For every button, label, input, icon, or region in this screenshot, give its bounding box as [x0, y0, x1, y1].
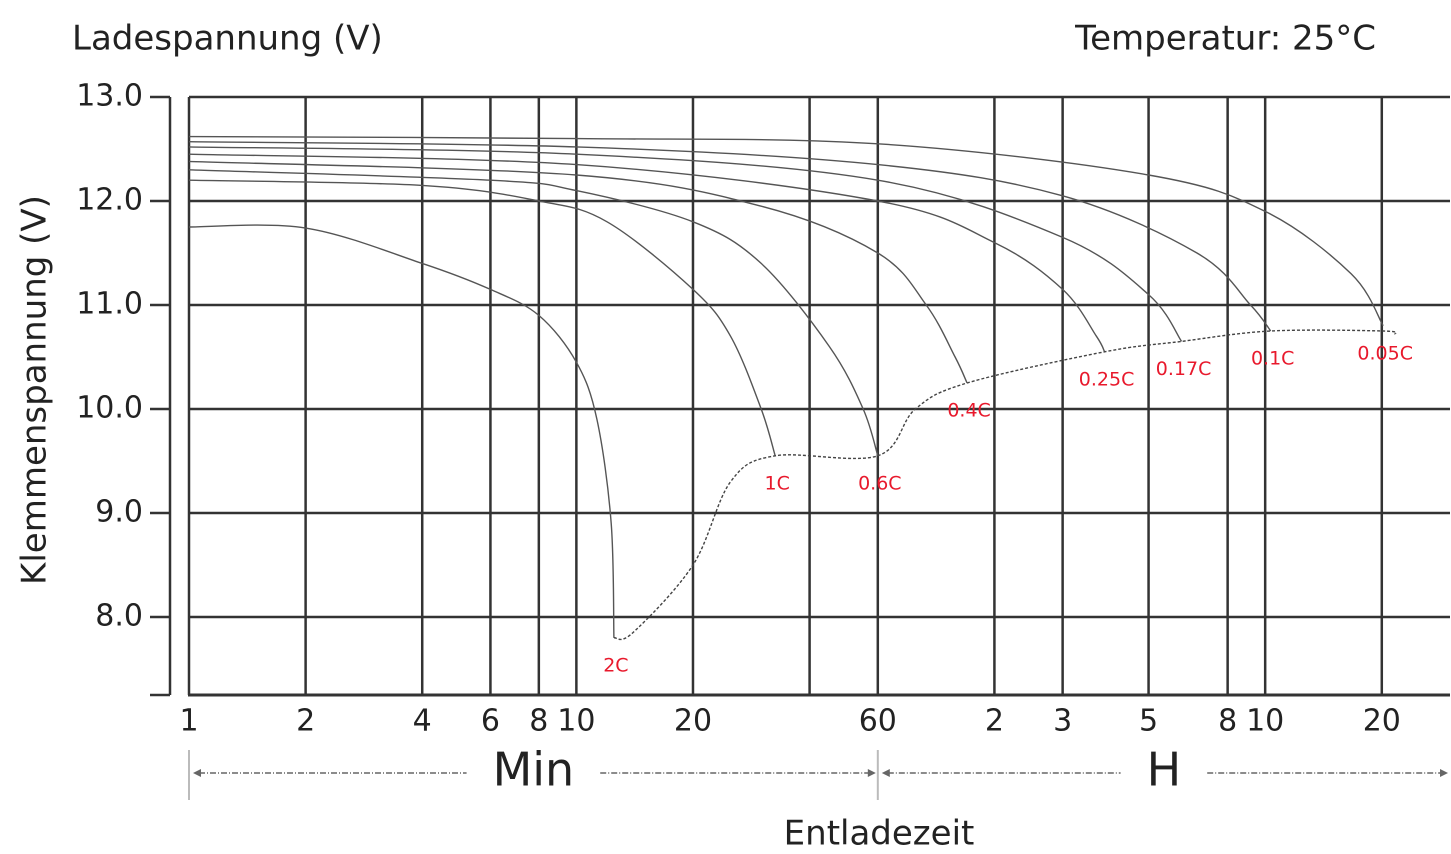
curve-label: 0.25C [1079, 368, 1135, 390]
chart-title: Ladespannung (V) [72, 19, 383, 59]
discharge-curve [188, 179, 776, 457]
discharge-curve [188, 169, 879, 457]
span-label: H [1147, 743, 1182, 797]
y-tick-label: 9.0 [95, 495, 143, 530]
curve-label: 0.1C [1251, 348, 1294, 370]
x-tick-label: 60 [859, 704, 897, 739]
subtitle: Temperatur: 25°C [1074, 19, 1376, 59]
x-tick-label: 2 [985, 704, 1004, 739]
arrow-head [1440, 769, 1448, 777]
arrow-head [881, 769, 890, 777]
discharge-curve [188, 135, 1384, 327]
curve-label: 2C [603, 654, 628, 676]
discharge-curve [188, 141, 1272, 332]
y-axis-label: Klemmenspannung (V) [15, 195, 55, 585]
y-tick-label: 13.0 [76, 79, 143, 114]
discharge-curve [188, 146, 1183, 342]
discharge-curve [188, 224, 615, 638]
curve-label: 0.05C [1357, 342, 1413, 364]
arrow-head [867, 769, 876, 777]
curve-label: 0.17C [1156, 358, 1212, 380]
span-label: Min [493, 743, 575, 797]
x-tick-label: 4 [413, 704, 432, 739]
y-tick-label: 8.0 [95, 599, 143, 634]
y-tick-label: 10.0 [76, 391, 143, 426]
x-tick-label: 2 [296, 704, 315, 739]
x-tick-label: 8 [1218, 704, 1237, 739]
discharge-curve [188, 160, 968, 384]
endpoint-line [613, 329, 1397, 641]
x-tick-label: 1 [179, 704, 198, 739]
curve-label: 1C [764, 472, 789, 494]
x-tick-label: 6 [481, 704, 500, 739]
curve-label: 0.4C [947, 400, 990, 422]
x-tick-label: 3 [1053, 704, 1072, 739]
x-tick-label: 10 [1246, 704, 1284, 739]
discharge-curve [188, 153, 1106, 353]
x-axis-label: Entladezeit [784, 814, 975, 854]
x-tick-label: 20 [1363, 704, 1401, 739]
x-tick-label: 8 [529, 704, 548, 739]
x-tick-label: 20 [674, 704, 712, 739]
y-tick-label: 12.0 [76, 183, 143, 218]
y-tick-label: 11.0 [76, 287, 143, 322]
arrow-head [193, 769, 201, 777]
x-tick-label: 5 [1139, 704, 1158, 739]
curve-label: 0.6C [858, 472, 901, 494]
x-tick-label: 10 [557, 704, 595, 739]
